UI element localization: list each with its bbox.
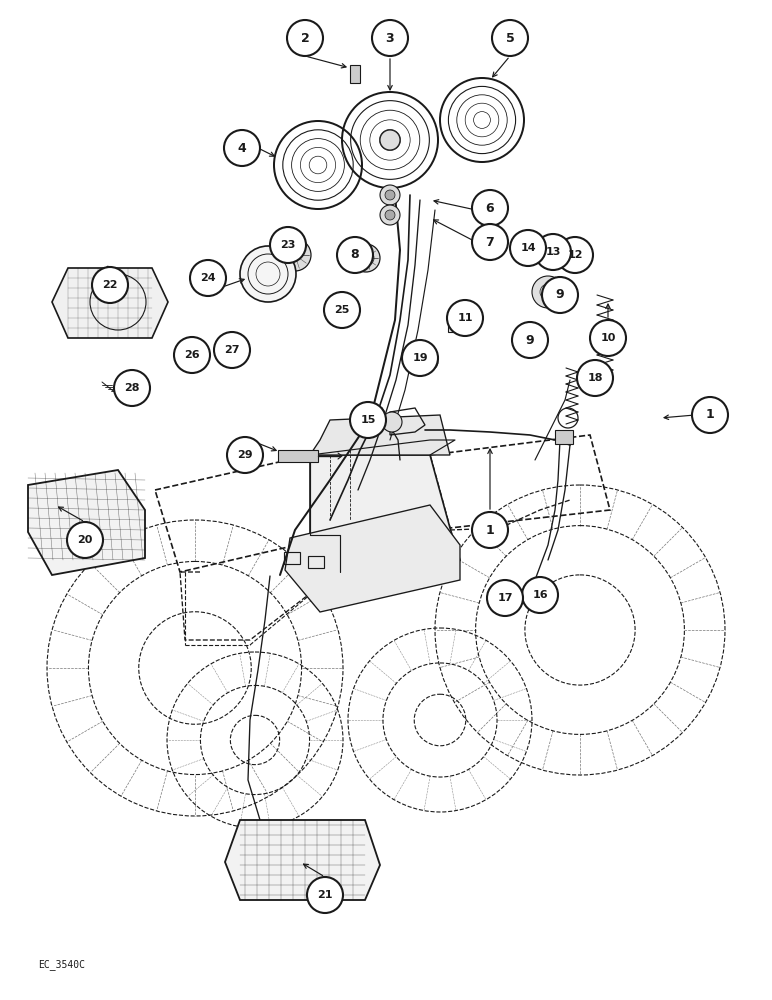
Text: 21: 21 — [317, 890, 333, 900]
Text: 9: 9 — [556, 288, 564, 302]
Text: 8: 8 — [350, 248, 359, 261]
Circle shape — [512, 322, 548, 358]
Circle shape — [385, 210, 395, 220]
Text: 28: 28 — [124, 383, 140, 393]
Polygon shape — [225, 820, 380, 900]
Circle shape — [522, 577, 558, 613]
Text: 12: 12 — [567, 250, 583, 260]
Text: 9: 9 — [526, 334, 534, 347]
Text: 15: 15 — [361, 415, 376, 425]
Circle shape — [492, 20, 528, 56]
Circle shape — [382, 412, 402, 432]
Text: 1: 1 — [486, 524, 494, 536]
Circle shape — [402, 340, 438, 376]
Circle shape — [535, 234, 571, 270]
Circle shape — [590, 320, 626, 356]
Text: 22: 22 — [102, 280, 118, 290]
Bar — [498, 586, 516, 600]
Text: 11: 11 — [457, 313, 472, 323]
Text: 10: 10 — [601, 333, 616, 343]
Circle shape — [352, 244, 380, 272]
Text: 7: 7 — [486, 235, 494, 248]
Circle shape — [214, 332, 250, 368]
Circle shape — [350, 402, 386, 438]
Text: 26: 26 — [185, 350, 200, 360]
Circle shape — [385, 190, 395, 200]
Bar — [284, 552, 300, 564]
Polygon shape — [28, 470, 145, 575]
Circle shape — [174, 337, 210, 373]
Polygon shape — [537, 245, 553, 259]
Text: 19: 19 — [412, 353, 428, 363]
Circle shape — [542, 277, 578, 313]
Circle shape — [557, 237, 593, 273]
Circle shape — [270, 227, 306, 263]
Bar — [555, 430, 573, 444]
Text: 24: 24 — [200, 273, 216, 283]
Text: 1: 1 — [706, 408, 714, 422]
Text: 13: 13 — [545, 247, 560, 257]
Circle shape — [227, 437, 263, 473]
Bar — [278, 450, 318, 462]
Circle shape — [345, 301, 359, 315]
Circle shape — [472, 190, 508, 226]
Text: 4: 4 — [238, 141, 246, 154]
Circle shape — [235, 345, 241, 351]
Circle shape — [472, 224, 508, 260]
Circle shape — [380, 185, 400, 205]
Circle shape — [372, 20, 408, 56]
Circle shape — [114, 370, 150, 406]
Text: 23: 23 — [280, 240, 296, 250]
Text: 5: 5 — [506, 31, 514, 44]
Circle shape — [422, 354, 438, 370]
Text: 3: 3 — [386, 31, 394, 44]
Circle shape — [472, 512, 508, 548]
Text: 20: 20 — [77, 535, 93, 545]
Polygon shape — [310, 455, 460, 575]
Circle shape — [447, 300, 483, 336]
Circle shape — [92, 267, 128, 303]
Polygon shape — [52, 268, 168, 338]
Text: 2: 2 — [300, 31, 310, 44]
Circle shape — [577, 360, 613, 396]
Bar — [350, 65, 360, 83]
Text: 25: 25 — [334, 305, 350, 315]
Text: 27: 27 — [224, 345, 240, 355]
Text: 14: 14 — [520, 243, 536, 253]
Circle shape — [692, 397, 728, 433]
Text: 16: 16 — [532, 590, 548, 600]
Circle shape — [516, 330, 540, 354]
Polygon shape — [310, 415, 450, 455]
Circle shape — [337, 237, 373, 273]
Circle shape — [190, 260, 226, 296]
Circle shape — [532, 276, 564, 308]
Circle shape — [380, 130, 400, 150]
Circle shape — [279, 239, 311, 271]
Text: 18: 18 — [587, 373, 603, 383]
Circle shape — [487, 580, 523, 616]
Circle shape — [240, 246, 296, 302]
Bar — [308, 556, 324, 568]
Text: EC_3540C: EC_3540C — [38, 959, 85, 970]
Circle shape — [324, 292, 360, 328]
Circle shape — [224, 130, 260, 166]
Circle shape — [510, 230, 546, 266]
Circle shape — [380, 205, 400, 225]
Polygon shape — [285, 505, 460, 612]
Text: 29: 29 — [237, 450, 252, 460]
Circle shape — [67, 522, 103, 558]
Circle shape — [307, 877, 343, 913]
Circle shape — [287, 20, 323, 56]
Text: 6: 6 — [486, 202, 494, 215]
Bar — [530, 582, 548, 596]
Text: 17: 17 — [497, 593, 513, 603]
Bar — [448, 310, 476, 332]
